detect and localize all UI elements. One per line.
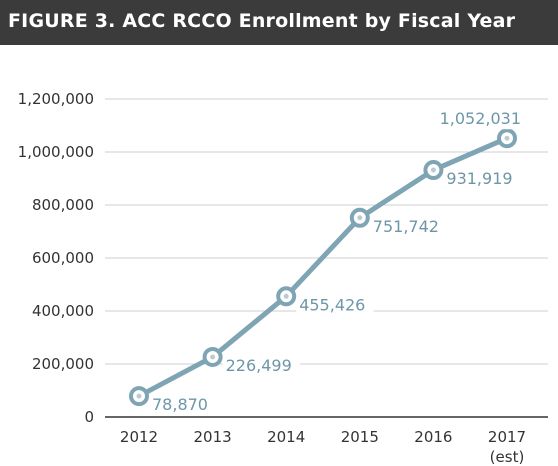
x-tick-label: 2013 bbox=[194, 428, 232, 446]
y-axis: 0 200,000 400,000 600,000 800,000 1,000,000 1,… bbox=[18, 90, 94, 426]
data-label: 226,499 bbox=[226, 356, 292, 375]
data-label-bg bbox=[296, 297, 374, 316]
y-tick-label: 400,000 bbox=[32, 302, 94, 320]
y-tick-label: 800,000 bbox=[32, 196, 94, 214]
data-point-center bbox=[357, 215, 363, 221]
data-label-bg bbox=[222, 357, 300, 376]
data-label: 78,870 bbox=[152, 395, 208, 414]
x-tick-label: 2016 bbox=[414, 428, 452, 446]
data-label: 1,052,031 bbox=[440, 109, 521, 128]
data-point-center bbox=[136, 393, 142, 399]
data-point-center bbox=[283, 293, 289, 299]
x-tick-sublabel: (est) bbox=[490, 448, 525, 466]
grid-lines bbox=[105, 98, 548, 365]
series-line bbox=[136, 135, 510, 399]
data-labels: 78,870 226,499 455,426 751,742 931,919 1,052,… bbox=[149, 109, 524, 416]
x-tick-label: 2017 bbox=[488, 428, 526, 446]
series-enrollment bbox=[129, 128, 517, 407]
y-tick-label: 200,000 bbox=[32, 355, 94, 373]
y-tick-label: 0 bbox=[84, 408, 94, 426]
data-point-center bbox=[210, 354, 216, 360]
data-label: 931,919 bbox=[446, 169, 512, 188]
x-tick-label: 2014 bbox=[267, 428, 305, 446]
data-label: 455,426 bbox=[299, 295, 365, 314]
data-point-center bbox=[430, 167, 436, 173]
data-point-center bbox=[504, 135, 510, 141]
data-label: 751,742 bbox=[373, 217, 439, 236]
y-tick-label: 1,000,000 bbox=[18, 143, 94, 161]
data-label-bg bbox=[149, 397, 217, 416]
chart-title: FIGURE 3. ACC RCCO Enrollment by Fiscal … bbox=[8, 10, 516, 32]
y-tick-label: 1,200,000 bbox=[18, 90, 94, 108]
data-label-bg bbox=[443, 171, 521, 190]
x-tick-label: 2012 bbox=[120, 428, 158, 446]
x-tick-label: 2015 bbox=[341, 428, 379, 446]
x-axis: 2012 2013 2014 2015 2016 2017 (est) bbox=[105, 416, 548, 466]
chart-header: FIGURE 3. ACC RCCO Enrollment by Fiscal … bbox=[0, 0, 558, 45]
y-tick-label: 600,000 bbox=[32, 249, 94, 267]
data-label-bg bbox=[426, 111, 524, 130]
data-label-bg bbox=[369, 218, 448, 237]
